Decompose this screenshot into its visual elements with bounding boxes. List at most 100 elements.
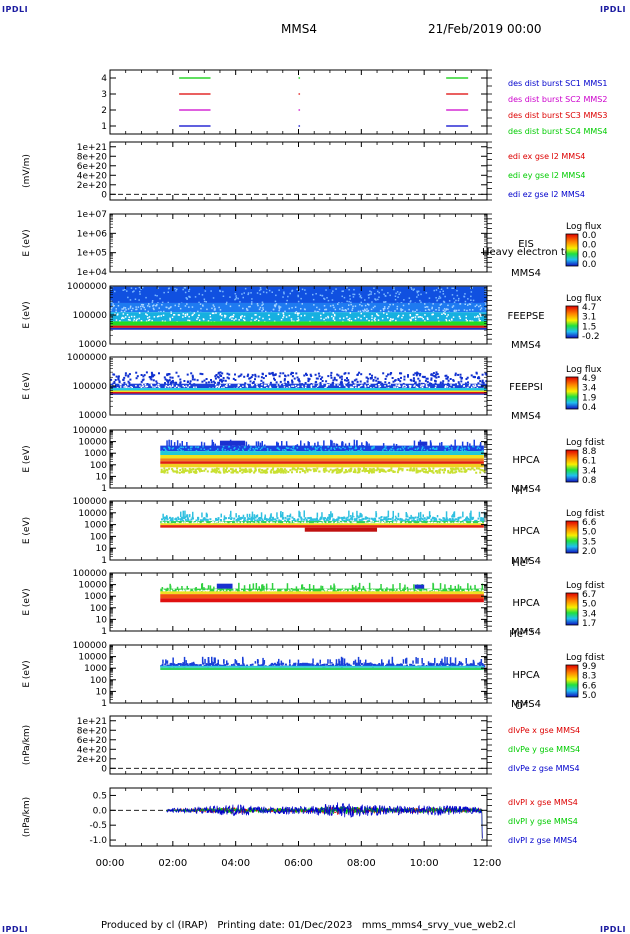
spectrogram-spike xyxy=(223,659,225,664)
spectrogram-pixel xyxy=(406,468,409,471)
spectrogram-spike xyxy=(441,442,443,447)
spectrogram-pixel xyxy=(261,664,264,667)
spectrogram-pixel xyxy=(186,469,189,472)
spectrogram-speckle xyxy=(412,589,414,592)
spectrogram-speckle xyxy=(224,385,227,387)
spectrogram-speckle xyxy=(282,296,284,298)
spectrogram-pixel xyxy=(164,382,166,385)
spectrogram-pixel xyxy=(473,468,476,471)
spectrogram-speckle xyxy=(252,384,255,386)
spectrogram-pixel xyxy=(357,516,360,519)
spectrogram-pixel xyxy=(281,470,284,473)
spectrogram-pixel xyxy=(424,379,427,382)
spectrogram-pixel xyxy=(384,378,387,380)
spectrogram-speckle xyxy=(446,386,449,388)
spectrogram-spike xyxy=(312,658,314,664)
spectrogram-pixel xyxy=(229,468,232,471)
spectrogram-pixel xyxy=(432,471,435,474)
spectrogram-pixel xyxy=(178,471,181,474)
spectrogram-speckle xyxy=(312,450,314,452)
spectrogram-pixel xyxy=(235,471,238,474)
spectrogram-speckle xyxy=(446,315,448,318)
colorbar-title: Log fdist xyxy=(566,581,605,591)
spectrogram-speckle xyxy=(326,384,328,386)
spectrogram-pixel xyxy=(123,376,126,379)
spectrogram-speckle xyxy=(416,309,418,311)
colorbar-tick-label: 5.0 xyxy=(582,528,597,538)
spectrogram-pixel xyxy=(297,663,300,665)
spectrogram-speckle xyxy=(416,387,419,389)
spectrogram-pixel xyxy=(443,517,446,520)
spectrogram-speckle xyxy=(153,304,155,306)
spectrogram-pixel xyxy=(117,375,120,378)
spectrogram-speckle xyxy=(203,298,206,300)
spectrogram-speckle xyxy=(183,287,186,289)
spectrogram-speckle xyxy=(157,302,159,304)
spectrogram-pixel xyxy=(276,517,279,520)
spectrogram-spike xyxy=(422,514,424,518)
spectrogram-pixel xyxy=(406,664,408,667)
spectrogram-pixel xyxy=(291,372,294,374)
colorbar xyxy=(565,305,579,339)
spectrogram-spike xyxy=(185,660,187,664)
spectrogram-pixel xyxy=(274,471,277,474)
spectrogram-spike xyxy=(291,588,293,590)
spectrogram-pixel xyxy=(162,517,165,519)
spectrogram-speckle xyxy=(126,386,128,388)
spectrogram-spike xyxy=(432,582,434,590)
spectrogram-pixel xyxy=(225,517,227,520)
spectrogram-spike xyxy=(317,445,319,447)
spectrogram-pixel xyxy=(169,519,172,522)
spectrogram-speckle xyxy=(387,384,389,386)
spectrogram-speckle xyxy=(256,303,259,305)
spectrogram-pixel xyxy=(339,376,342,379)
spectrogram-speckle xyxy=(408,384,411,387)
spectrogram-speckle xyxy=(365,310,368,312)
spectrogram-speckle xyxy=(476,316,478,318)
spectrogram-spike xyxy=(362,445,364,447)
spectrogram-speckle xyxy=(193,386,195,388)
spectrogram-pixel xyxy=(194,664,197,667)
spectrogram-speckle xyxy=(481,590,484,592)
spectrogram-speckle xyxy=(438,307,440,309)
spectrogram-pixel xyxy=(423,519,426,522)
spectrogram-speckle xyxy=(301,385,304,388)
spectrogram-spike xyxy=(370,662,372,664)
spectrogram-speckle xyxy=(314,450,317,452)
spectrogram-pixel xyxy=(345,519,348,522)
spectrogram-pixel xyxy=(272,516,274,519)
spectrogram-speckle xyxy=(127,308,130,310)
spectrogram-pixel xyxy=(192,517,194,520)
spectrogram-pixel xyxy=(370,664,373,667)
spectrogram-pixel xyxy=(171,469,174,472)
spectrogram-speckle xyxy=(345,522,347,524)
spectrogram-speckle xyxy=(222,295,225,297)
spectrogram-speckle xyxy=(448,300,451,302)
spectrogram-speckle xyxy=(266,387,268,389)
spectrogram-speckle xyxy=(224,589,226,591)
spectrogram-speckle xyxy=(144,384,147,386)
spectrogram-spike xyxy=(169,585,172,590)
spectrogram-pixel xyxy=(300,518,303,521)
spectrogram-pixel xyxy=(226,372,229,375)
spectrogram-pixel xyxy=(258,519,261,522)
spectrogram-pixel xyxy=(274,518,277,521)
spectrogram-speckle xyxy=(161,450,163,452)
y-axis-label: E (eV) xyxy=(22,445,32,472)
spectrogram-speckle xyxy=(151,301,154,304)
spectrogram-speckle xyxy=(406,588,408,591)
spectrogram-speckle xyxy=(124,288,126,291)
spectrogram-speckle xyxy=(321,590,323,592)
spectrogram-speckle xyxy=(254,314,256,316)
spectrogram-pixel xyxy=(348,469,351,472)
spectrogram-speckle xyxy=(196,590,199,592)
spectrogram-speckle xyxy=(370,387,372,389)
spectrogram-pixel xyxy=(327,375,330,378)
spectrogram-pixel xyxy=(246,470,249,473)
spectrogram-spike xyxy=(299,514,301,518)
spectrogram-pixel xyxy=(287,374,290,377)
spectrogram-speckle xyxy=(219,309,222,311)
y-tick-label: 0 xyxy=(101,190,107,200)
spectrogram-speckle xyxy=(176,385,178,388)
spectrogram-pixel xyxy=(279,471,282,474)
